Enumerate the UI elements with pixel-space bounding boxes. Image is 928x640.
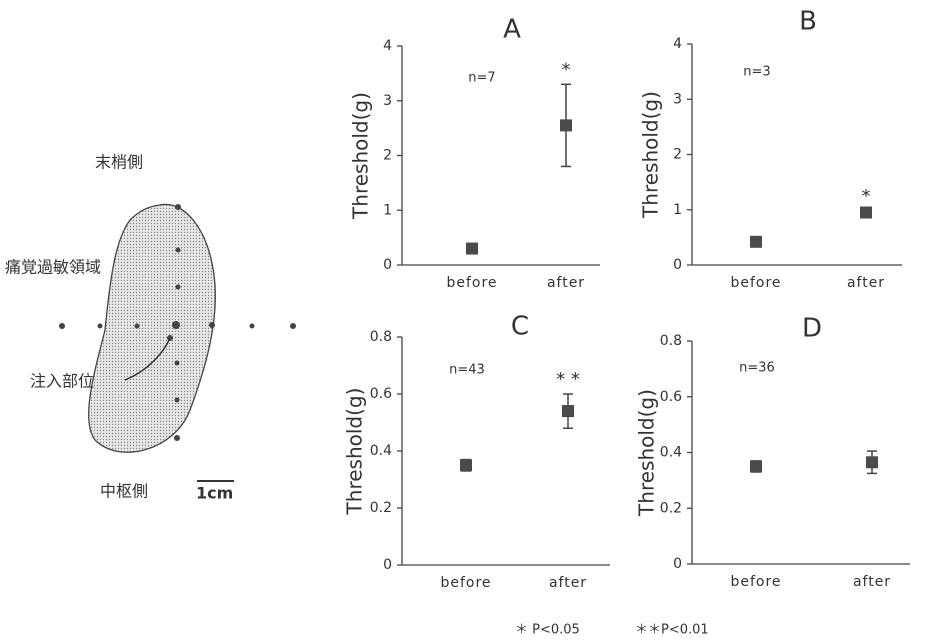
y-tick-label: 2 [383,148,392,164]
significance-marker: * [562,59,571,80]
y-tick-label: 0.2 [660,500,682,516]
y-tick-label: 0.8 [370,329,392,345]
y-tick-label: 3 [383,93,392,109]
chart-title: D [802,314,822,344]
scale-label: 1cm [196,484,233,503]
x-tick-label: after [847,275,885,291]
annotation: n=36 [739,361,775,376]
area-label: 痛覚過敏領域 [5,258,101,277]
x-tick-label: after [547,275,585,291]
footnote: ＊ P<0.05 [515,623,580,638]
y-tick-label: 0.8 [660,333,682,349]
figure: 末梢側 痛覚過敏領域 注入部位 中枢側 1cm ＊ P<0.05 ＊＊P<0.0… [0,0,928,640]
point [562,405,574,417]
y-tick-label: 1 [673,202,682,218]
x-tick-label: after [549,575,587,591]
annotation: n=43 [449,363,485,378]
x-tick-label: before [730,574,781,590]
point [750,236,762,248]
y-tick-label: 1 [383,202,392,218]
chart-title: A [503,15,521,45]
chart-title: B [799,7,817,37]
chart-title: C [511,312,529,342]
y-tick-label: 0.2 [370,500,392,516]
y-axis-label: Threshold(g) [635,389,659,517]
x-tick-label: after [853,574,891,590]
y-tick-label: 4 [673,36,682,52]
y-axis-label: Threshold(g) [343,388,367,516]
annotation: n=7 [468,71,495,86]
significance-marker: * * [556,369,580,390]
point [750,460,762,472]
y-tick-label: 0.6 [660,389,682,405]
y-tick-label: 0.4 [660,445,682,461]
x-tick-label: before [446,275,497,291]
point [560,119,572,131]
point [460,459,472,471]
point [866,456,878,468]
y-tick-label: 2 [673,147,682,163]
y-tick-label: 3 [673,91,682,107]
bottom-label: 中枢側 [100,482,148,501]
y-tick-label: 0 [383,557,392,573]
y-tick-label: 0.4 [370,443,392,459]
injection-label: 注入部位 [30,372,94,391]
y-axis-label: Threshold(g) [639,91,663,219]
y-axis-label: Threshold(g) [349,92,373,220]
point [860,207,872,219]
x-tick-label: before [730,275,781,291]
y-tick-label: 0.6 [370,386,392,402]
footnote: ＊＊P<0.01 [635,623,709,638]
significance-marker: * [862,186,871,207]
point [466,243,478,255]
y-tick-label: 0 [383,257,392,273]
hyperalgesia-area [89,204,216,452]
y-tick-label: 4 [383,38,392,54]
diagram: 末梢側 痛覚過敏領域 注入部位 中枢側 1cm [5,153,296,503]
top-label: 末梢側 [95,153,143,172]
y-tick-label: 0 [673,257,682,273]
x-tick-label: before [440,575,491,591]
annotation: n=3 [743,65,770,80]
y-tick-label: 0 [673,556,682,572]
